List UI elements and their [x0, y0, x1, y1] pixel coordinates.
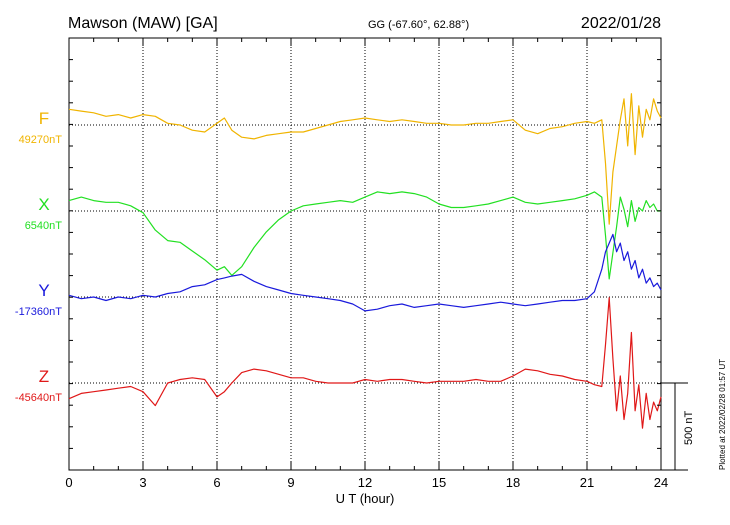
x-tick-label-18: 18 [506, 475, 520, 490]
series-line-x [68, 191, 661, 280]
station-title: Mawson (MAW) [GA] [68, 15, 218, 32]
x-tick-label-0: 0 [65, 475, 72, 490]
series-baseline-label-y: -17360nT [15, 306, 62, 318]
scale-bar: 500 nT [661, 382, 695, 471]
plotted-at-note: Plotted at 2022/02/28 01:57 UT [718, 359, 727, 470]
series-baseline-label-z: -45640nT [15, 392, 62, 404]
x-tick-label-3: 3 [139, 475, 146, 490]
x-tick-label-24: 24 [654, 475, 668, 490]
series-name-f: F [39, 109, 49, 128]
x-tick-label-6: 6 [213, 475, 220, 490]
series-name-z: Z [39, 367, 49, 386]
date-label: 2022/01/28 [581, 15, 661, 32]
series-name-x: X [38, 195, 49, 214]
series-lines [68, 93, 662, 429]
series-line-f [68, 93, 662, 225]
series-line-z [68, 297, 662, 429]
x-tick-label-9: 9 [287, 475, 294, 490]
series-name-y: Y [38, 281, 49, 300]
x-axis-label: U T (hour) [336, 491, 395, 506]
series-labels: F 49270nT X 6540nT Y -17360nT Z -45640nT [15, 109, 62, 404]
series-baseline-label-x: 6540nT [25, 220, 63, 232]
coordinates-label: GG (-67.60°, 62.88°) [368, 19, 469, 31]
x-tick-label-12: 12 [358, 475, 372, 490]
scale-bar-label: 500 nT [683, 410, 695, 445]
series-baseline-label-f: 49270nT [19, 134, 63, 146]
x-tick-label-21: 21 [580, 475, 594, 490]
x-axis-ticks: 0 3 6 9 12 15 18 21 24 [65, 38, 668, 490]
x-tick-label-15: 15 [432, 475, 446, 490]
grid [142, 38, 588, 470]
series-line-y [68, 233, 662, 312]
